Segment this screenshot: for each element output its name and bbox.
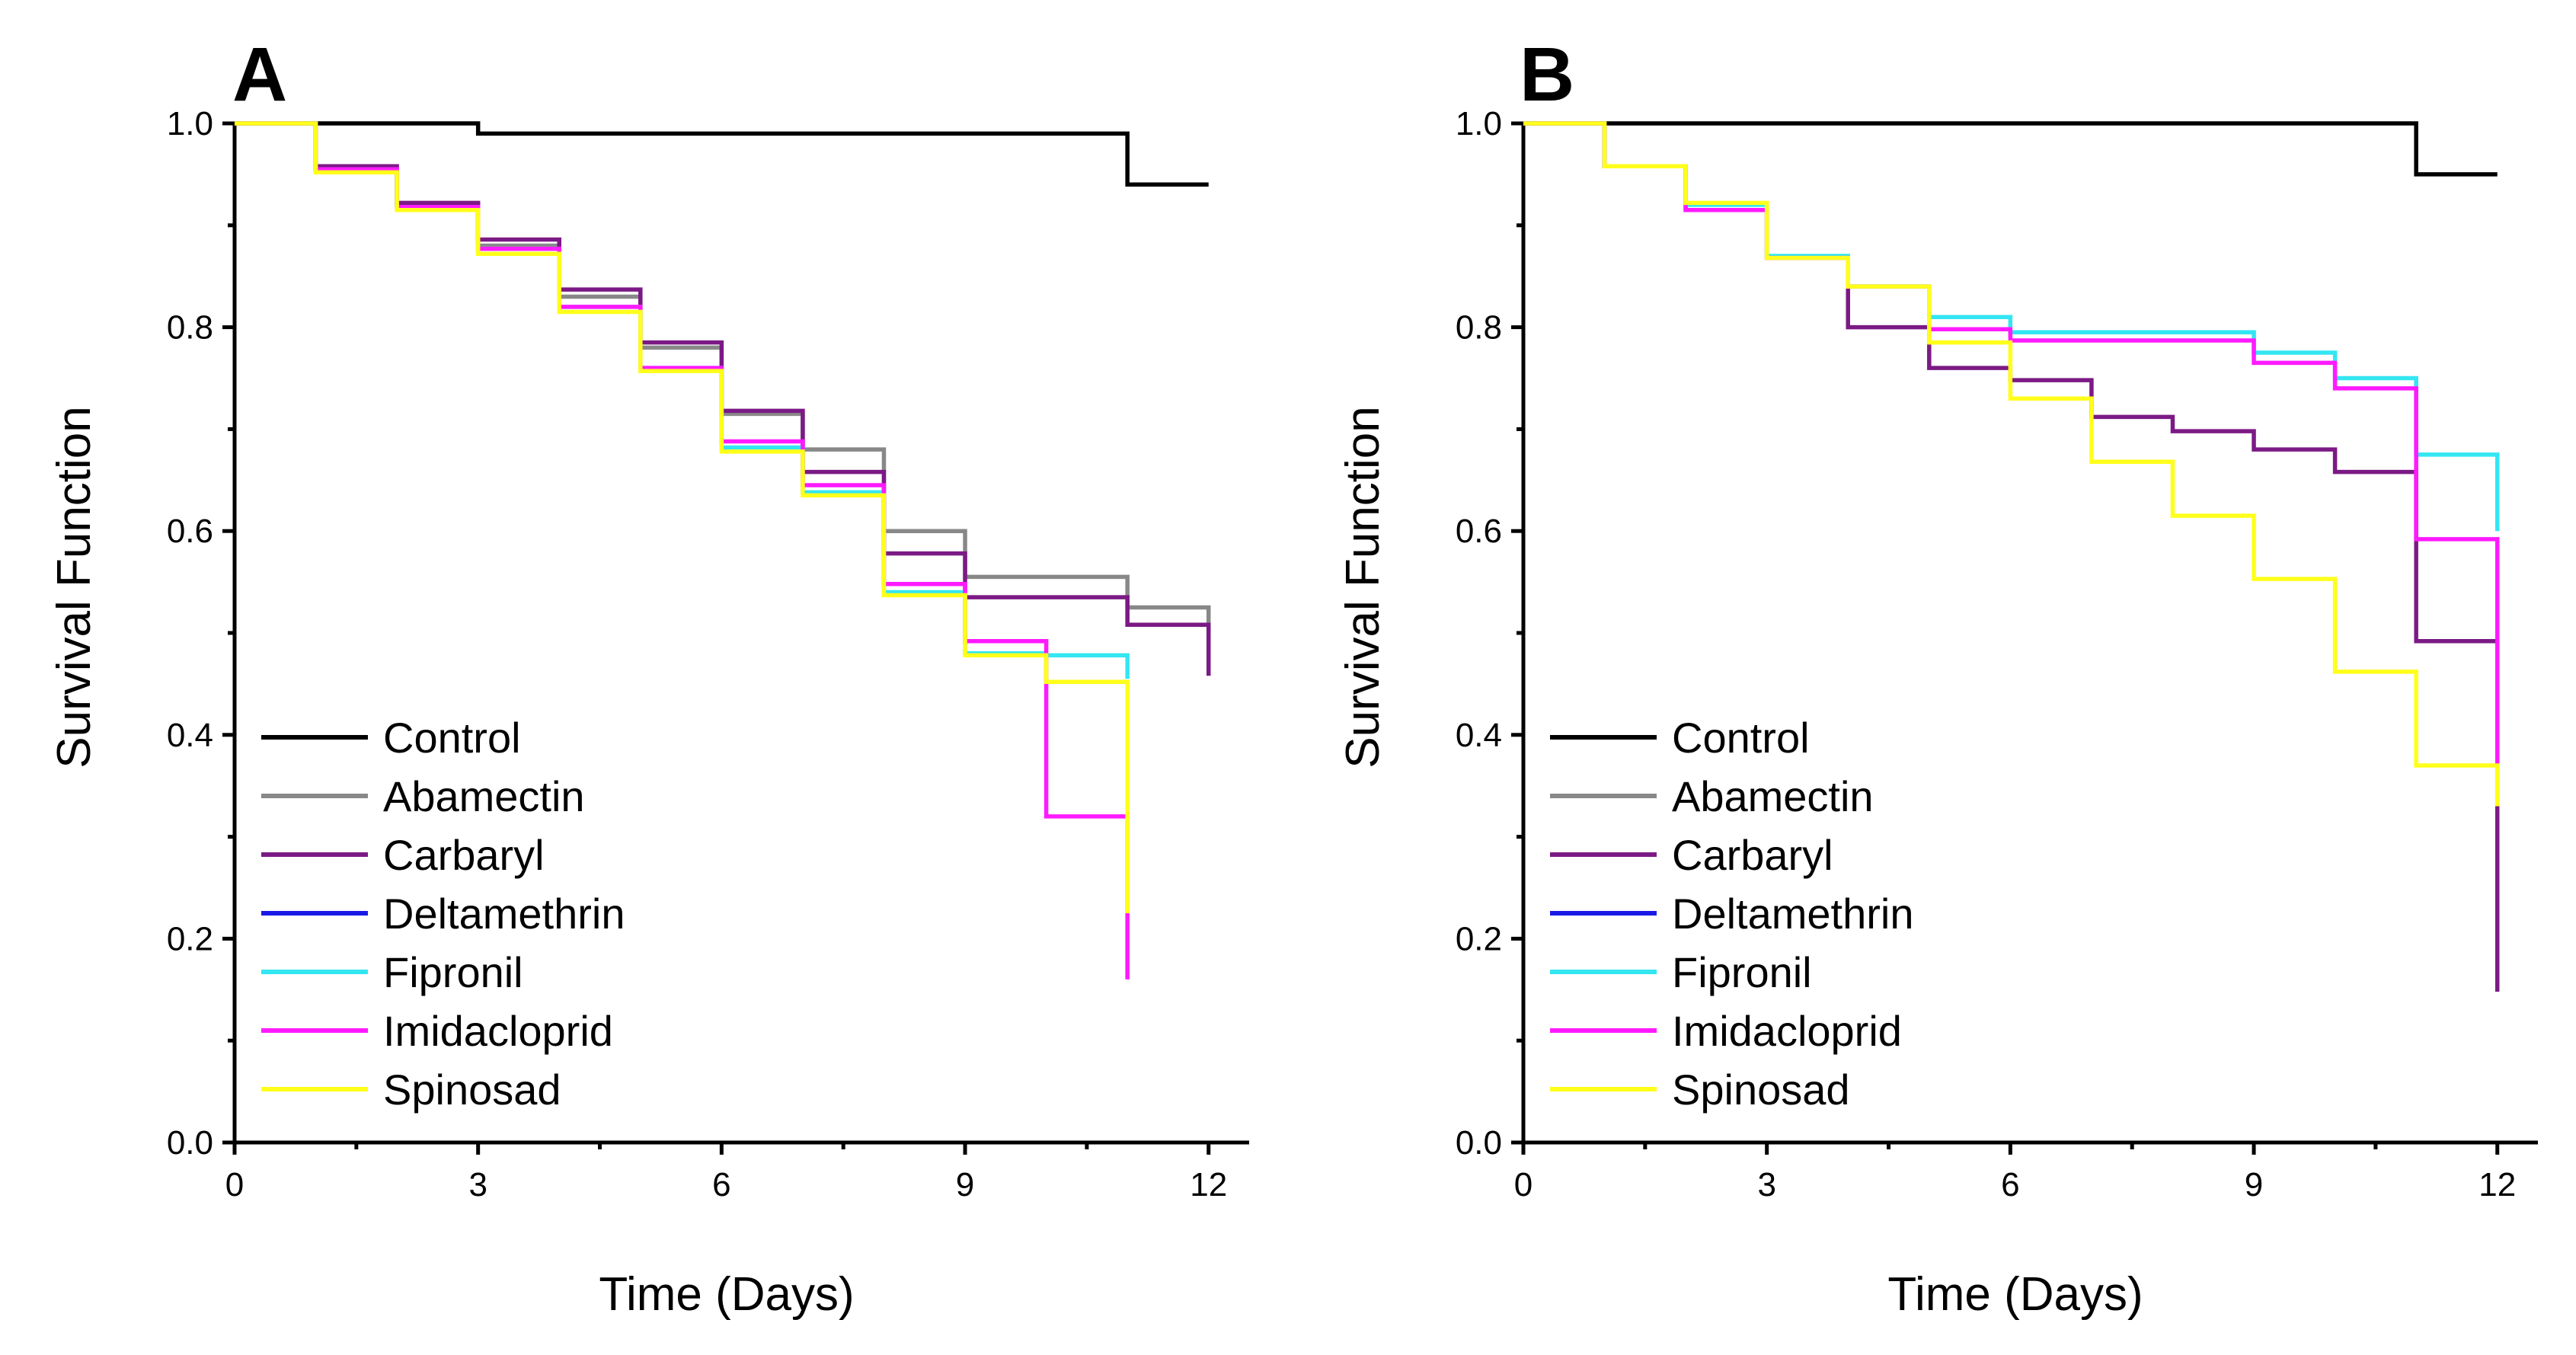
- panel-b: B 0.0 0.2 0.4 0.6 0.8 1.0 0 3 6 9 12 Time (Days) Surv…: [1337, 32, 2538, 1321]
- y-tick-label: 0.2: [1456, 920, 1502, 957]
- legend-label-carbaryl: Carbaryl: [383, 831, 545, 879]
- y-tick-label: 0.0: [167, 1124, 213, 1162]
- legend-label-carbaryl: Carbaryl: [1672, 831, 1833, 879]
- legend-label-spinosad: Spinosad: [1672, 1066, 1850, 1114]
- legend-label-abamectin: Abamectin: [1672, 772, 1874, 820]
- series-line-carbaryl: [1523, 121, 2500, 992]
- x-tick-label: 6: [2001, 1166, 2019, 1203]
- x-axis-title: Time (Days): [599, 1268, 854, 1321]
- y-axis-title: Survival Function: [1337, 406, 1389, 769]
- x-tick-label: 3: [468, 1166, 487, 1203]
- y-tick-label: 0.6: [167, 513, 213, 550]
- legend-label-fipronil: Fipronil: [1672, 948, 1812, 996]
- legend-label-deltamethrin: Deltamethrin: [1672, 890, 1913, 938]
- y-tick-label: 0.6: [1456, 513, 1502, 550]
- series-line-spinosad: [235, 121, 1130, 913]
- x-tick-label: 0: [1514, 1166, 1532, 1203]
- y-tick-label: 1.0: [167, 105, 213, 142]
- series-line-spinosad: [1523, 121, 2500, 807]
- y-tick-label: 0.8: [167, 309, 213, 347]
- legend-label-deltamethrin: Deltamethrin: [383, 890, 625, 938]
- series-line-control: [1523, 121, 2498, 177]
- legend-label-control: Control: [383, 714, 521, 762]
- x-tick-label: 3: [1757, 1166, 1775, 1203]
- legend-label-imidacloprid: Imidacloprid: [383, 1007, 613, 1055]
- x-tick-label: 9: [2245, 1166, 2263, 1203]
- y-axis-title: Survival Function: [48, 406, 101, 769]
- y-tick-label: 1.0: [1456, 105, 1502, 142]
- series-line-imidacloprid: [1523, 121, 2500, 765]
- y-tick-label: 0.4: [1456, 717, 1502, 754]
- y-tick-label: 0.2: [167, 920, 213, 957]
- x-tick-label: 6: [712, 1166, 730, 1203]
- x-tick-label: 9: [956, 1166, 974, 1203]
- legend-label-spinosad: Spinosad: [383, 1066, 561, 1114]
- x-tick-label: 12: [1190, 1166, 1227, 1203]
- x-tick-label: 0: [225, 1166, 244, 1203]
- x-tick-label: 12: [2479, 1166, 2516, 1203]
- legend-label-abamectin: Abamectin: [383, 772, 585, 820]
- legend-label-fipronil: Fipronil: [383, 948, 523, 996]
- panel-label: A: [232, 32, 287, 117]
- y-tick-label: 0.4: [167, 717, 213, 754]
- legend-label-imidacloprid: Imidacloprid: [1672, 1007, 1902, 1055]
- y-tick-label: 0.0: [1456, 1124, 1502, 1162]
- panel-a: A 0.0 0.2 0.4 0.6 0.8 1.0 0 3 6 9 12 Time (Days) Surv…: [48, 32, 1249, 1321]
- series-line-control: [235, 121, 1209, 187]
- series-line-imidacloprid: [235, 121, 1130, 979]
- panel-label: B: [1520, 32, 1574, 117]
- y-tick-label: 0.8: [1456, 309, 1502, 347]
- legend-label-control: Control: [1672, 714, 1810, 762]
- x-axis-title: Time (Days): [1887, 1268, 2143, 1321]
